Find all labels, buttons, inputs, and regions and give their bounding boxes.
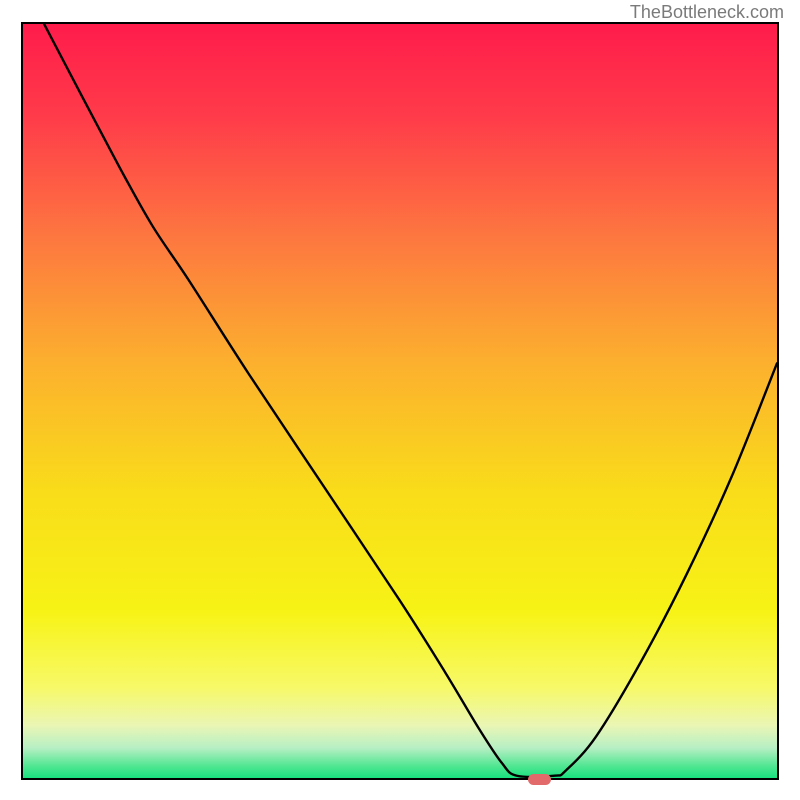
minimum-marker (528, 774, 551, 785)
watermark-text: TheBottleneck.com (630, 2, 784, 23)
bottleneck-curve (23, 24, 777, 778)
chart-frame (21, 22, 779, 780)
